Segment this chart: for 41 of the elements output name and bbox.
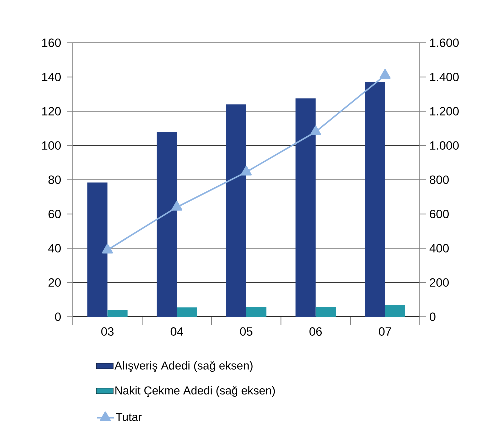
y2-tick-label: 600 [430,210,449,218]
y-tick-label: 160 [42,38,62,48]
legend-label: Alışveriş Adedi (sağ eksen) [114,361,253,372]
x-tick-label: 04 [170,328,184,336]
bar [385,305,406,317]
point [380,69,391,80]
y-tick-label: 140 [42,73,62,82]
y2-tick-label: 0 [430,312,436,322]
bar [88,182,108,317]
x-tick-label: 03 [102,328,114,336]
x-tick-label: 07 [379,328,392,336]
x-tick-label: 06 [310,328,322,336]
legend-label: Tutar [116,413,142,422]
y2-tick-label: 1.400 [430,73,459,82]
y-tick-label: 40 [48,244,62,253]
y2-tick-label: 400 [430,244,449,253]
y-tick-label: 100 [42,142,62,150]
point [241,166,252,176]
point [102,244,114,254]
point [172,201,183,211]
y-tick-label: 60 [48,210,62,218]
y-tick-label: 0 [55,312,62,322]
bar [156,132,178,317]
y-tick-label: 120 [42,107,62,116]
bar [316,307,336,317]
y2-tick-label: 800 [430,176,449,184]
y-tick-label: 80 [48,176,62,184]
y2-tick-label: 1.000 [430,142,459,150]
bar [226,104,246,317]
bar [108,310,128,317]
y-tick-label: 20 [48,278,62,287]
y2-tick-label: 1.200 [430,107,459,116]
bar [246,307,267,317]
bar [296,98,316,317]
bar [365,82,386,317]
bar [177,308,198,317]
point [310,126,322,136]
x-tick-label: 05 [240,328,253,336]
y2-tick-label: 200 [430,278,449,287]
legend-label: Nakit Çekme Adedi (sağ eksen) [116,386,276,398]
y2-tick-label: 1.600 [430,38,459,48]
